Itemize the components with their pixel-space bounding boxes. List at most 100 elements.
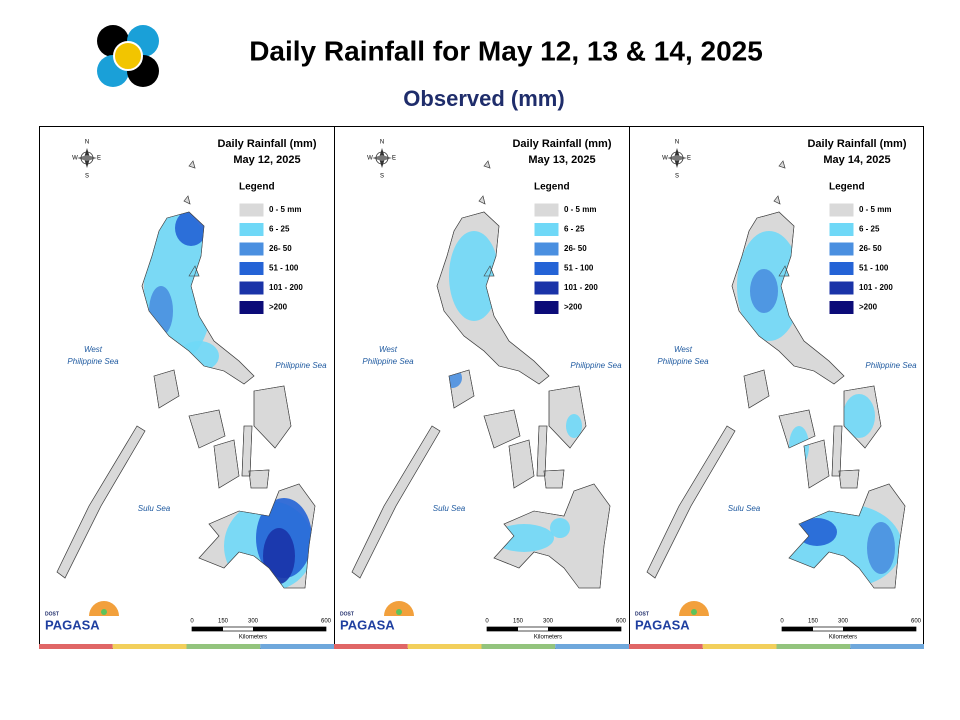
island <box>838 469 860 489</box>
logo-umbrella <box>679 601 709 616</box>
legend-swatch <box>238 280 265 296</box>
logo-center <box>113 41 143 71</box>
legend-swatch <box>238 241 265 257</box>
legend-title: Legend <box>534 182 570 193</box>
scale-bar <box>548 627 621 631</box>
sea-label: Philippine Sea <box>657 357 709 366</box>
rainfall-area <box>263 528 295 584</box>
scale-label: 150 <box>218 619 229 625</box>
island <box>56 425 146 579</box>
island-border <box>831 425 843 477</box>
island-border <box>646 425 736 579</box>
rainfall-area <box>179 341 219 371</box>
island-border <box>478 195 486 205</box>
rainfall-area <box>797 518 837 546</box>
compass-letter: S <box>380 174 384 180</box>
legend-swatch <box>238 261 265 276</box>
legend-swatch <box>533 222 560 237</box>
scale-unit: Kilometers <box>239 635 267 641</box>
logo-face <box>101 609 107 615</box>
legend-swatch <box>828 222 855 237</box>
compass-letter: W <box>72 156 78 162</box>
compass-rose <box>77 155 97 161</box>
legend-title: Legend <box>239 182 275 193</box>
scale-label: 0 <box>190 619 194 625</box>
rainfall-area <box>175 210 207 246</box>
legend-label: 6 - 25 <box>269 225 290 234</box>
sea-label: Sulu Sea <box>433 504 466 513</box>
rainfall-area <box>867 522 895 574</box>
island-border <box>253 385 292 449</box>
legend-label: 26- 50 <box>564 244 587 253</box>
island-border <box>213 439 240 489</box>
legend-label: >200 <box>859 303 878 312</box>
scale-label: 150 <box>513 619 524 625</box>
footer-stripe <box>776 644 851 649</box>
legend-swatch <box>828 280 855 296</box>
logo-agency: PAGASA <box>635 617 690 632</box>
map-panel: Daily Rainfall (mm) May 14, 2025 N S E W Legen… <box>629 126 924 649</box>
scale-bar <box>843 627 916 631</box>
legend-label: 6 - 25 <box>859 225 880 234</box>
footer-stripe <box>112 644 187 649</box>
island-border <box>778 409 816 449</box>
island-border <box>508 439 535 489</box>
header-logo <box>96 24 160 88</box>
sea-label: Sulu Sea <box>728 504 761 513</box>
compass-letter: N <box>675 140 679 146</box>
rainfall-area <box>789 426 809 466</box>
logo-dept: DOST <box>635 611 649 617</box>
legend-label: 0 - 5 mm <box>859 205 891 214</box>
logo-umbrella <box>384 601 414 616</box>
island-border <box>483 409 521 449</box>
island-border <box>188 160 196 169</box>
sea-label: Philippine Sea <box>362 357 414 366</box>
island-border <box>141 211 255 385</box>
island-border <box>483 160 491 169</box>
island-border <box>773 195 781 205</box>
sea-label: West <box>674 345 693 354</box>
island-border <box>448 369 475 409</box>
scale-label: 300 <box>248 619 259 625</box>
compass-letter: E <box>687 156 691 162</box>
legend-label: 6 - 25 <box>564 225 585 234</box>
legend-label: 26- 50 <box>859 244 882 253</box>
legend-title: Legend <box>829 182 865 193</box>
rainfall-areas <box>442 231 582 552</box>
sea-label: Philippine Sea <box>570 361 622 370</box>
island-border <box>838 469 860 489</box>
legend-label: 26- 50 <box>269 244 292 253</box>
logo-umbrella <box>89 601 119 616</box>
island-border <box>743 369 770 409</box>
logo-agency: PAGASA <box>45 617 100 632</box>
island-border <box>788 483 906 589</box>
island-border <box>548 385 587 449</box>
scale-label: 0 <box>780 619 784 625</box>
title: Daily Rainfall for May 12, 13 & 14, 2025 <box>249 35 763 66</box>
footer-stripe <box>407 644 482 649</box>
island-border <box>188 409 226 449</box>
sea-label: Sulu Sea <box>138 504 171 513</box>
sea-label: Philippine Sea <box>865 361 917 370</box>
legend-swatch <box>533 300 560 315</box>
legend-swatch <box>828 300 855 315</box>
compass-letter: N <box>380 140 384 146</box>
rainfall-area <box>566 414 582 438</box>
legend-label: 101 - 200 <box>269 283 303 292</box>
scale-unit: Kilometers <box>829 635 857 641</box>
island-border <box>536 425 548 477</box>
scale-label: 300 <box>838 619 849 625</box>
panel-date: May 14, 2025 <box>823 154 890 166</box>
logo-face <box>396 609 402 615</box>
scale-bar <box>253 627 326 631</box>
compass-ring <box>375 151 389 165</box>
compass-letter: S <box>675 174 679 180</box>
footer-stripe <box>481 644 556 649</box>
rainfall-area <box>149 286 173 336</box>
legend-label: 101 - 200 <box>564 283 598 292</box>
legend-label: >200 <box>564 303 583 312</box>
compass-ring <box>80 151 94 165</box>
legend-label: 51 - 100 <box>564 264 594 273</box>
panel-title: Daily Rainfall (mm) <box>807 138 906 150</box>
